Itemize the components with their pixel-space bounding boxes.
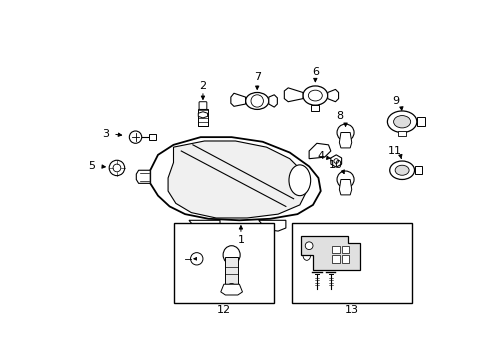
Circle shape — [113, 164, 121, 172]
Circle shape — [250, 95, 263, 107]
Circle shape — [305, 242, 312, 249]
Text: 2: 2 — [199, 81, 206, 91]
Bar — [198, 109, 207, 126]
Ellipse shape — [245, 93, 268, 109]
Polygon shape — [339, 132, 351, 148]
Bar — [332, 255, 340, 263]
Polygon shape — [268, 95, 277, 107]
Ellipse shape — [393, 116, 410, 128]
Text: 3: 3 — [102, 129, 109, 139]
Ellipse shape — [386, 111, 416, 132]
Bar — [341, 255, 349, 263]
Circle shape — [190, 253, 203, 265]
Polygon shape — [220, 284, 242, 295]
Circle shape — [227, 283, 235, 291]
Text: 5: 5 — [88, 161, 96, 171]
Ellipse shape — [308, 90, 322, 101]
Text: 11: 11 — [386, 146, 401, 156]
Ellipse shape — [223, 246, 240, 264]
Polygon shape — [284, 88, 302, 102]
Polygon shape — [327, 89, 338, 102]
Text: 4: 4 — [317, 152, 324, 161]
Bar — [149, 134, 155, 140]
Text: 6: 6 — [311, 67, 318, 77]
Text: 1: 1 — [237, 235, 244, 245]
Ellipse shape — [336, 171, 353, 188]
Ellipse shape — [394, 165, 408, 175]
Circle shape — [129, 131, 142, 143]
Bar — [225, 257, 237, 284]
Bar — [397, 131, 405, 136]
Ellipse shape — [302, 86, 327, 105]
Bar — [332, 246, 340, 253]
Polygon shape — [258, 220, 285, 231]
Polygon shape — [339, 180, 351, 195]
Bar — [341, 246, 349, 253]
Bar — [311, 105, 319, 111]
Bar — [416, 117, 424, 126]
Polygon shape — [168, 141, 307, 218]
Ellipse shape — [336, 124, 353, 141]
Text: 9: 9 — [391, 96, 399, 106]
Polygon shape — [301, 236, 359, 270]
Polygon shape — [136, 170, 150, 183]
Text: 13: 13 — [344, 305, 358, 315]
Text: 10: 10 — [328, 160, 343, 170]
Polygon shape — [330, 155, 341, 167]
Bar — [291, 222, 411, 303]
Circle shape — [333, 159, 338, 163]
Text: 8: 8 — [336, 111, 343, 121]
Ellipse shape — [288, 165, 310, 196]
Polygon shape — [230, 93, 245, 106]
Polygon shape — [150, 137, 320, 220]
Polygon shape — [189, 220, 220, 232]
Bar — [173, 222, 274, 303]
Text: 12: 12 — [216, 305, 230, 315]
Polygon shape — [308, 143, 330, 159]
Circle shape — [109, 160, 124, 176]
Ellipse shape — [389, 161, 414, 180]
FancyBboxPatch shape — [199, 102, 206, 109]
Bar — [414, 166, 421, 174]
Text: 7: 7 — [253, 72, 260, 82]
Polygon shape — [198, 112, 207, 118]
